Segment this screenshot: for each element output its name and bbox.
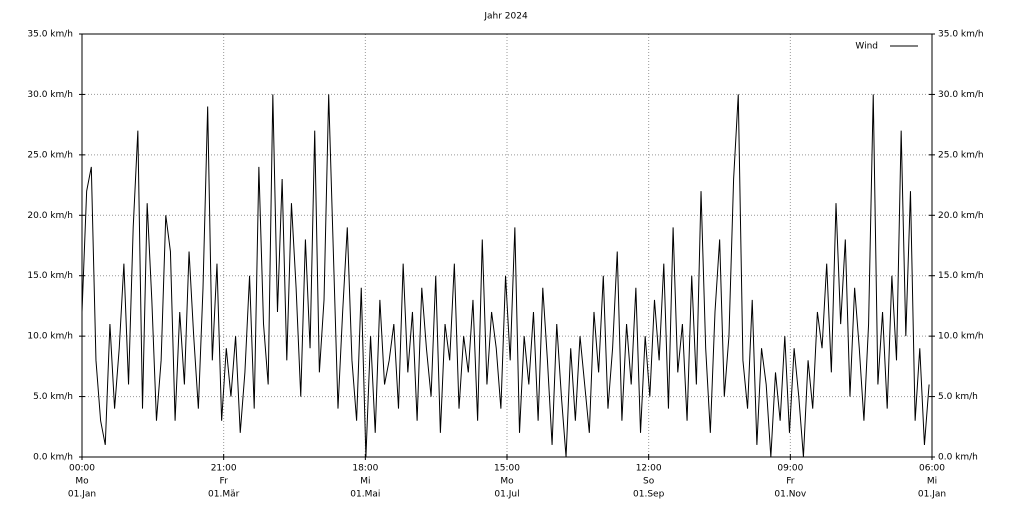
y2-tick-label: 10.0 km/h (938, 332, 984, 342)
plot-frame (81, 33, 933, 458)
legend-label: Wind (855, 42, 878, 52)
x-tick-label: 15:00 (494, 464, 520, 474)
x-tick-weekday: Fr (786, 477, 795, 487)
x-tick-weekday: So (643, 477, 655, 487)
y-tick-label: 30.0 km/h (27, 90, 73, 100)
x-tick-date: 01.Mär (208, 490, 240, 500)
y2-tick-label: 5.0 km/h (938, 392, 978, 402)
x-tick-weekday: Mo (500, 477, 514, 487)
x-tick-label: 06:00 (919, 464, 945, 474)
x-tick-label: 00:00 (69, 464, 95, 474)
x-tick-label: 21:00 (211, 464, 237, 474)
x-tick-date: 01.Jan (68, 490, 96, 500)
y2-tick-label: 30.0 km/h (938, 90, 984, 100)
y2-tick-label: 25.0 km/h (938, 150, 984, 160)
chart-title: Jahr 2024 (483, 12, 528, 22)
y-tick-label: 20.0 km/h (27, 211, 73, 221)
y2-tick-label: 20.0 km/h (938, 211, 984, 221)
x-tick-label: 18:00 (352, 464, 378, 474)
x-tick-label: 09:00 (777, 464, 803, 474)
y-tick-label: 15.0 km/h (27, 271, 73, 281)
x-tick-date: 01.Jul (494, 490, 519, 500)
x-tick-label: 12:00 (636, 464, 662, 474)
y2-tick-label: 0.0 km/h (938, 453, 978, 463)
y-tick-label: 5.0 km/h (33, 392, 73, 402)
y2-tick-label: 15.0 km/h (938, 271, 984, 281)
y-tick-label: 25.0 km/h (27, 150, 73, 160)
x-tick-weekday: Fr (220, 477, 229, 487)
y-tick-label: 35.0 km/h (27, 30, 73, 40)
y-tick-label: 10.0 km/h (27, 332, 73, 342)
x-tick-weekday: Mi (360, 477, 370, 487)
x-tick-date: 01.Sep (633, 490, 665, 500)
y2-tick-label: 35.0 km/h (938, 30, 984, 40)
y-tick-label: 0.0 km/h (33, 453, 73, 463)
x-tick-date: 01.Nov (774, 490, 807, 500)
x-tick-weekday: Mi (927, 477, 937, 487)
x-tick-date: 01.Jan (918, 490, 946, 500)
data-line (81, 94, 930, 458)
x-tick-date: 01.Mai (350, 490, 380, 500)
x-tick-weekday: Mo (75, 477, 89, 487)
